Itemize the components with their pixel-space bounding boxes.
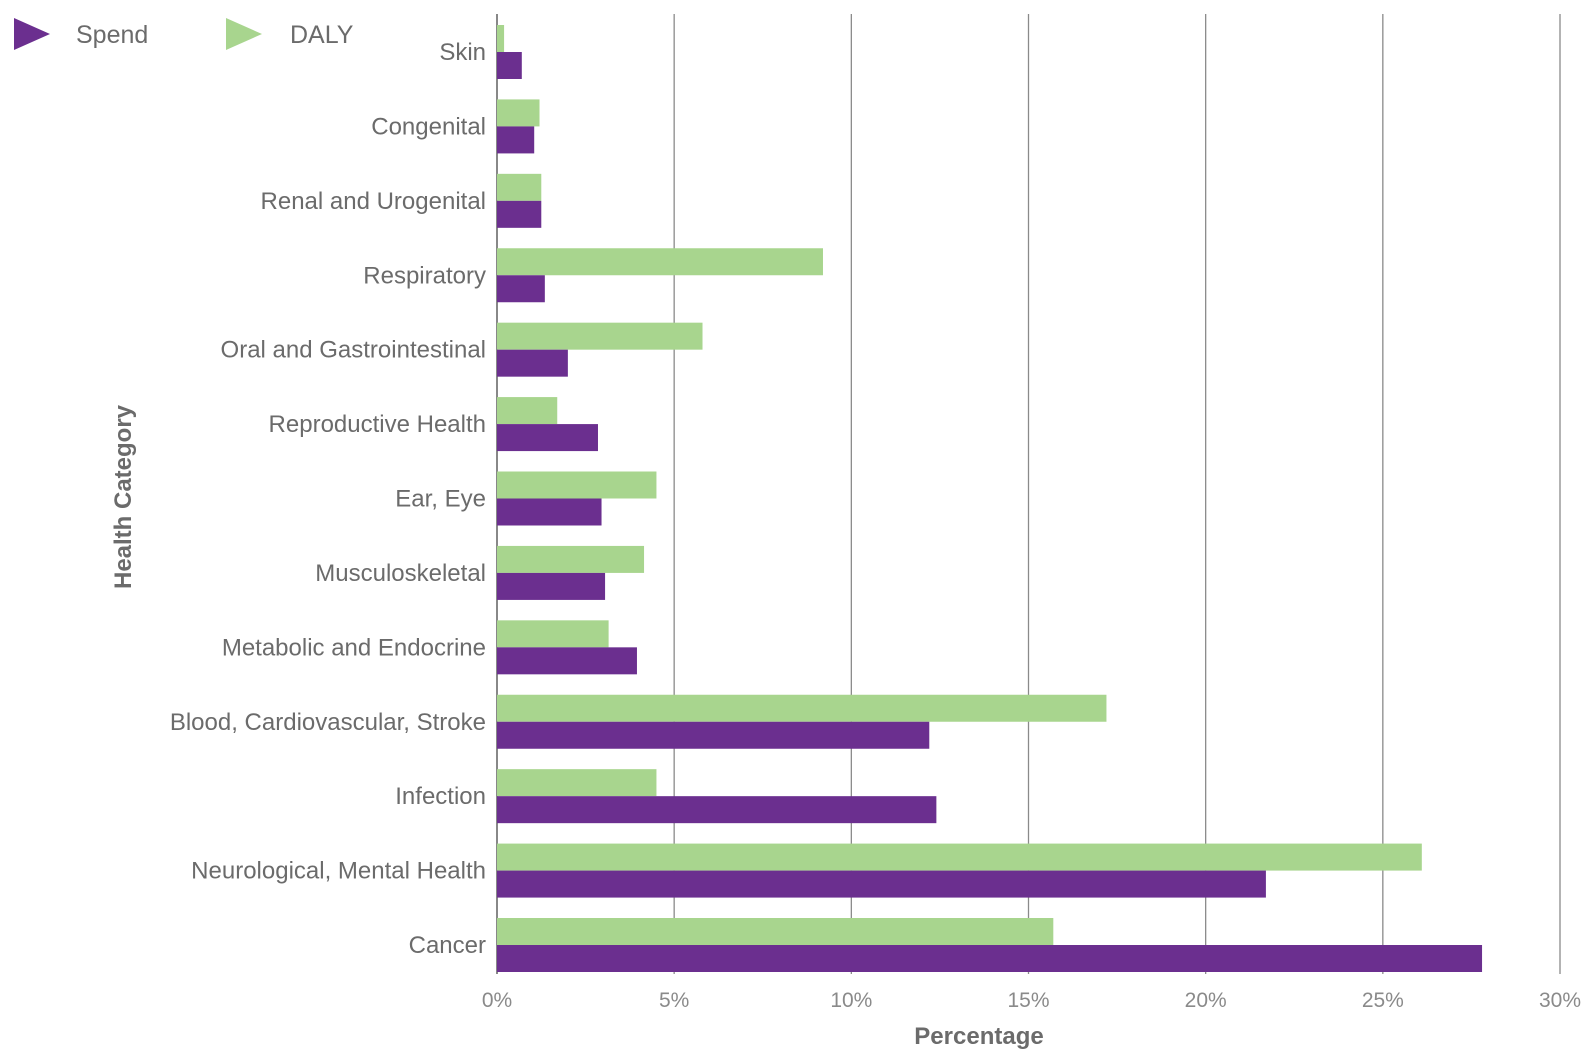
category-label: Neurological, Mental Health (191, 858, 486, 885)
legend: Spend DALY (14, 18, 354, 50)
category-label: Renal and Urogenital (261, 188, 486, 215)
bar-daly (497, 322, 703, 350)
bar-spend (497, 275, 545, 303)
category-label: Reproductive Health (269, 411, 486, 438)
bar-spend (497, 349, 568, 377)
category-label: Infection (395, 783, 486, 810)
legend-spend-marker (14, 18, 50, 50)
category-label: Oral and Gastrointestinal (221, 337, 486, 364)
category-label: Skin (439, 39, 486, 66)
x-tick-label: 5% (659, 989, 689, 1012)
bar-spend (497, 945, 1483, 972)
category-label: Cancer (409, 932, 486, 959)
x-tick-label: 0% (482, 989, 512, 1012)
bar-spend (497, 126, 535, 154)
category-label: Ear, Eye (395, 486, 486, 513)
x-tick-labels: 0% 5% 10% 15% 20% 25% 30% (482, 989, 1581, 1012)
bar-spend (497, 52, 522, 79)
x-tick-label: 10% (830, 989, 872, 1012)
bar-daly (497, 397, 558, 425)
bar-daly (497, 471, 657, 499)
bar-daly (497, 248, 823, 276)
x-tick-label: 15% (1007, 989, 1049, 1012)
x-tick-label: 25% (1362, 989, 1404, 1012)
x-tick-label: 20% (1185, 989, 1227, 1012)
bar-spend (497, 498, 602, 526)
category-label: Metabolic and Endocrine (222, 634, 486, 661)
bar-daly (497, 173, 542, 201)
x-axis-title: Percentage (914, 1023, 1043, 1050)
bar-spend (497, 870, 1266, 898)
bar-spend (497, 647, 637, 675)
legend-daly-label: DALY (290, 21, 354, 49)
bar-daly (497, 918, 1054, 945)
y-axis-title: Health Category (110, 404, 137, 589)
bars-group (497, 25, 1483, 972)
bar-daly (497, 620, 609, 648)
legend-daly-marker (226, 18, 262, 50)
legend-spend-label: Spend (76, 21, 148, 49)
bar-spend (497, 796, 937, 824)
bar-daly (497, 25, 505, 52)
bar-daly (497, 99, 540, 127)
x-tick-label: 30% (1539, 989, 1581, 1012)
category-labels: Skin Congenital Renal and Urogenital Respir… (170, 39, 486, 959)
bar-daly (497, 545, 645, 573)
bar-daly (497, 694, 1107, 722)
bar-spend (497, 572, 606, 600)
bar-spend (497, 424, 598, 452)
bar-daly (497, 843, 1422, 871)
bar-spend (497, 200, 542, 228)
bar-daly (497, 769, 657, 797)
category-label: Respiratory (363, 262, 486, 289)
category-label: Congenital (371, 113, 486, 140)
bar-spend (497, 721, 930, 749)
category-label: Blood, Cardiovascular, Stroke (170, 709, 486, 736)
category-label: Musculoskeletal (315, 560, 486, 587)
